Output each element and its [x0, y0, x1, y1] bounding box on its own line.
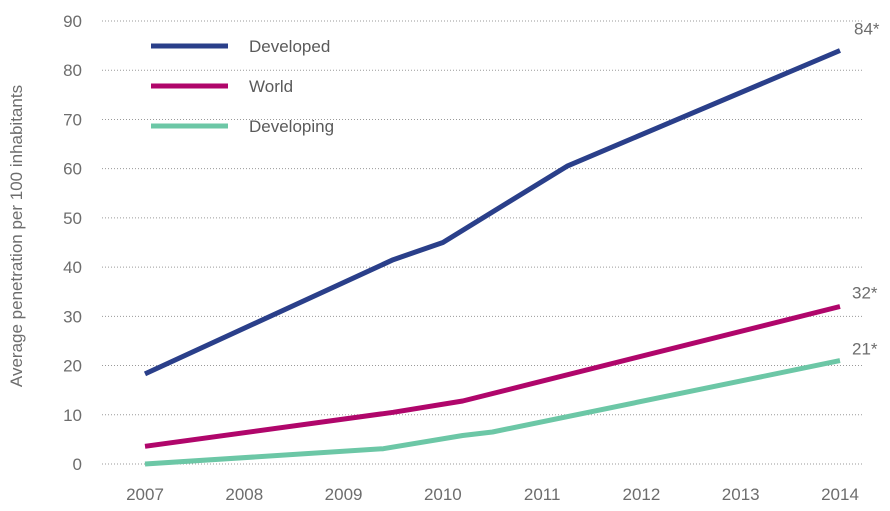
- x-tick-label: 2010: [424, 485, 462, 504]
- legend-label-developing: Developing: [249, 117, 334, 136]
- y-tick-label: 90: [63, 12, 82, 31]
- y-tick-label: 70: [63, 110, 82, 129]
- x-axis-ticks: 2007 2008 2009 2010 2011 2012 2013 2014: [126, 485, 859, 504]
- legend: Developed World Developing: [151, 37, 334, 136]
- x-tick-label: 2014: [821, 485, 859, 504]
- gridlines: [102, 20, 862, 465]
- y-axis-ticks: 0 10 20 30 40 50 60 70 80 90: [63, 12, 82, 474]
- y-tick-label: 0: [73, 455, 82, 474]
- y-tick-label: 80: [63, 61, 82, 80]
- y-tick-label: 10: [63, 406, 82, 425]
- series-lines: [143, 48, 841, 467]
- y-tick-label: 60: [63, 160, 82, 179]
- y-axis-title: Average penetration per 100 inhabitants: [7, 85, 26, 387]
- y-tick-label: 30: [63, 307, 82, 326]
- x-tick-label: 2009: [325, 485, 363, 504]
- series-line-developing: [144, 358, 841, 467]
- x-tick-label: 2011: [524, 485, 561, 504]
- x-tick-label: 2013: [722, 485, 760, 504]
- x-tick-label: 2008: [225, 485, 263, 504]
- y-tick-label: 40: [63, 258, 82, 277]
- end-label-developing: 21*: [852, 340, 878, 359]
- series-line-developed: [143, 48, 841, 377]
- end-label-world: 32*: [852, 283, 878, 302]
- end-label-developed: 84*: [854, 20, 880, 39]
- legend-label-world: World: [249, 77, 293, 96]
- legend-label-developed: Developed: [249, 37, 330, 56]
- y-tick-label: 20: [63, 357, 82, 376]
- x-tick-label: 2007: [126, 485, 164, 504]
- y-tick-label: 50: [63, 209, 82, 228]
- end-value-labels: 84* 32* 21*: [852, 20, 880, 359]
- x-tick-label: 2012: [623, 485, 661, 504]
- series-line-world: [144, 304, 841, 449]
